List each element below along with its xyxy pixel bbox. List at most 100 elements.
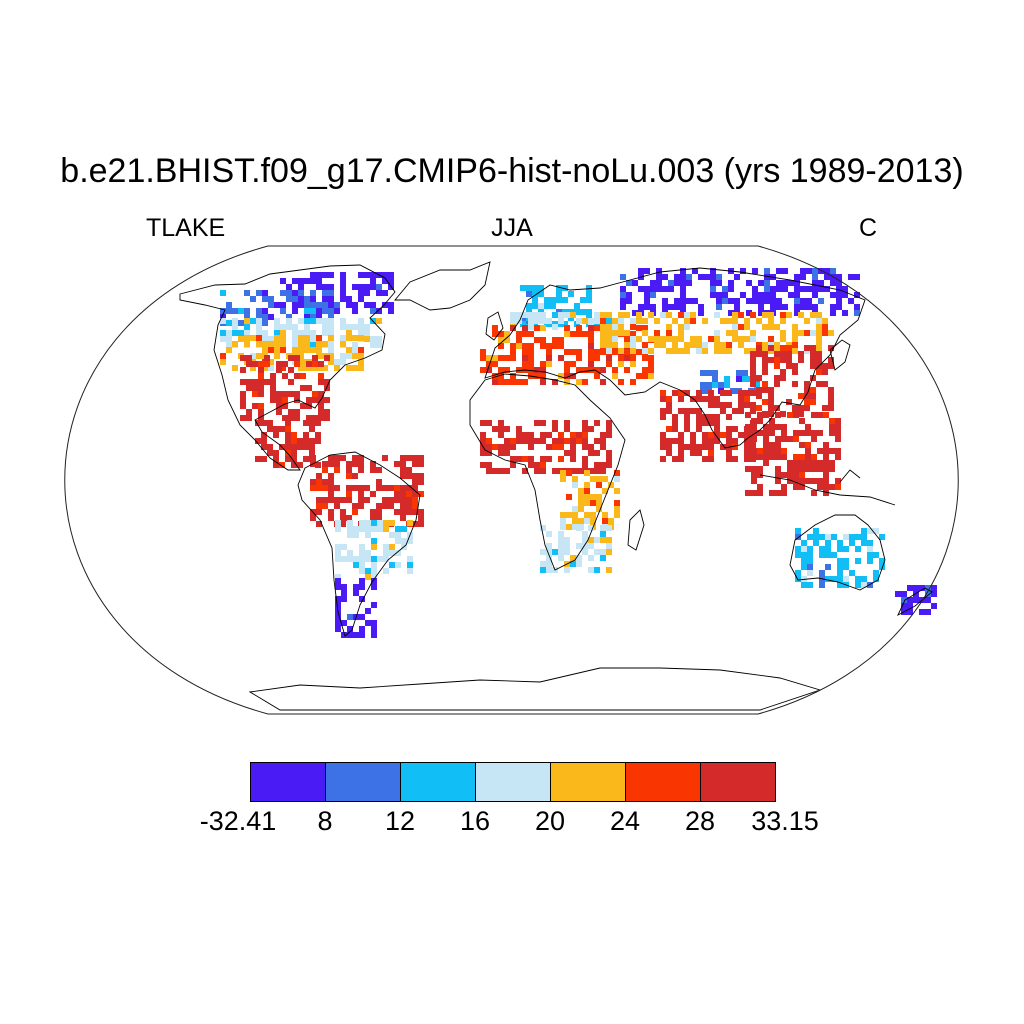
map-cell [341,556,347,562]
variable-label: TLAKE [146,214,226,242]
map-cell [383,568,389,574]
map-cell [690,312,696,318]
map-cell [636,318,642,324]
map-cell [300,373,306,379]
map-cell [804,399,810,405]
map-cell [364,330,370,336]
map-cell [686,274,692,280]
map-cell [264,355,270,361]
map-cell [322,308,328,314]
coast-indonesia [759,469,896,506]
map-cell [600,531,606,537]
map-cell [680,268,686,274]
map-cell [835,448,841,454]
map-cell [340,324,346,330]
map-cell [626,292,632,298]
map-cell [756,375,762,381]
map-cell [714,414,720,420]
map-cell [540,373,546,379]
map-cell [244,335,250,341]
map-cell [528,438,534,444]
map-cell [762,381,768,387]
map-cell [793,412,799,418]
map-cell [732,318,738,324]
map-cell [304,318,310,324]
map-cell [292,324,298,330]
map-cell [318,361,324,367]
colorbar-box [400,762,476,802]
map-cell [522,325,528,331]
map-cell [306,385,312,391]
map-cell [252,403,258,409]
map-cell [775,466,781,472]
map-cell [570,444,576,450]
map-cell [714,396,720,402]
map-cell [498,343,504,349]
map-cell [793,430,799,436]
map-cell [358,365,364,371]
map-cell [371,538,377,544]
map-cell [714,336,720,342]
map-cell [359,584,365,590]
map-cell [654,342,660,348]
map-cell [799,478,805,484]
map-cell [528,432,534,438]
map-cell [540,567,546,573]
map-cell [486,450,492,456]
map-cell [751,478,757,484]
map-cell [636,312,642,318]
map-cell [588,444,594,450]
map-cell [291,462,297,468]
map-cell [861,582,867,588]
colorbar-label: 8 [317,806,333,836]
map-cell [798,351,804,357]
map-cell [480,355,486,361]
map-cell [570,456,576,462]
map-cell [510,373,516,379]
map-cell [504,337,510,343]
map-cell [370,308,376,314]
map-cell [811,412,817,418]
map-cell [823,412,829,418]
map-cell [304,308,310,314]
map-cell [825,546,831,552]
map-cell [800,304,806,310]
map-cell [805,466,811,472]
map-cell [730,388,736,394]
map-cell [786,363,792,369]
map-cell [776,280,782,286]
map-cell [816,342,822,348]
map-cell [807,582,813,588]
map-cell [720,390,726,396]
map-cell [335,550,341,556]
map-cell [825,564,831,570]
map-cell [346,302,352,308]
map-cell [732,336,738,342]
map-cell [754,382,760,388]
map-cell [742,376,748,382]
map-cell [666,330,672,336]
map-cell [602,476,608,482]
map-cell [388,302,394,308]
map-cell [316,341,322,347]
map-cell [274,318,280,324]
map-cell [816,318,822,324]
map-cell [614,506,620,512]
map-cell [720,318,726,324]
map-cell [776,304,782,310]
map-cell [334,503,340,509]
map-cell [825,534,831,540]
map-cell [606,324,612,330]
map-cell [572,482,578,488]
map-cell [558,343,564,349]
map-cell [576,561,582,567]
map-cell [560,524,566,530]
map-cell [510,318,516,324]
map-cell [264,361,270,367]
map-cell [358,359,364,365]
map-cell [552,468,558,474]
map-cell [750,390,756,396]
map-cell [298,347,304,353]
map-cell [666,444,672,450]
map-cell [304,330,310,336]
